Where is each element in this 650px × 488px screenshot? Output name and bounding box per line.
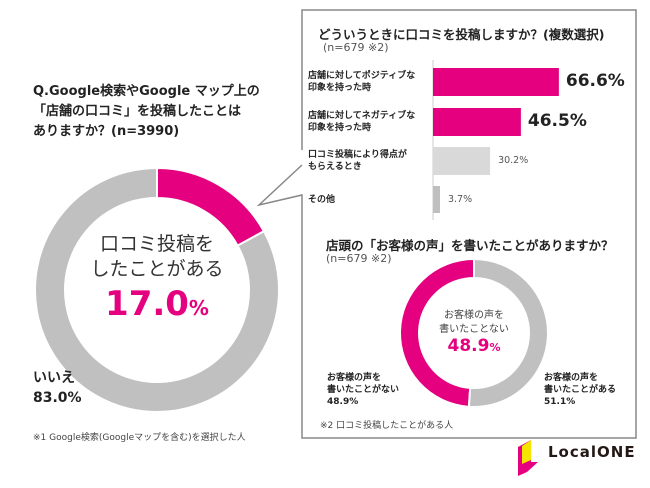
no-value: 83.0% <box>33 390 82 406</box>
unit: % <box>188 296 209 320</box>
bar-value-label: 66.6% <box>565 71 625 91</box>
category-line: 店舗に対してポジティブな <box>308 71 416 81</box>
bar-chart-title: どういうときに口コミを投稿しますか？(複数選択) <box>318 27 605 42</box>
category-line: 印象を持った時 <box>308 123 372 133</box>
logo-mark <box>518 440 538 476</box>
footnote-2: ※2 口コミ投稿したことがある人 <box>320 421 454 431</box>
logo-text: LocalONE <box>548 443 636 461</box>
center-label-line: 書いたことない <box>439 324 509 335</box>
bar-3 <box>433 186 440 213</box>
question-line: Q.Google検索やGoogle マップ上の <box>33 84 260 99</box>
bar-chart-subtitle: (n=679 ※2) <box>323 41 389 54</box>
donut-center-value: 17.0% <box>87 284 227 324</box>
label-line: 書いたことがない <box>327 385 400 395</box>
bar-value-label: 3.7% <box>447 194 473 205</box>
voice-label-no: お客様の声を 書いたことがない 48.9% <box>327 372 399 408</box>
bar-chart <box>432 60 559 220</box>
center-label-line: お客様の声を <box>444 310 504 321</box>
donut-slice-1 <box>467 257 549 408</box>
voice-center-label: お客様の声を 書いたことない <box>414 309 534 337</box>
category-line: 口コミ投稿により得点が <box>308 150 407 160</box>
category-line: 店舗に対してネガティブな <box>308 111 416 121</box>
label-line: お客様の声を <box>544 373 599 383</box>
question-line: 「店舗の口コミ」を投稿したことは <box>33 104 242 119</box>
main-question: Q.Google検索やGoogle マップ上の 「店舗の口コミ」を投稿したことは… <box>33 82 303 142</box>
label-line: お客様の声を <box>327 373 382 383</box>
bar-0 <box>433 68 559 96</box>
bar-value-label: 30.2% <box>498 155 529 166</box>
label-line: 48.9% <box>327 397 359 407</box>
bar-category-label: 店舗に対してポジティブな 印象を持った時 <box>308 70 433 94</box>
bar-2 <box>433 147 491 175</box>
footnote-1: ※1 Google検索(Googleマップを含む)を選択した人 <box>33 433 246 443</box>
no-label: いいえ <box>33 370 75 386</box>
callout-border <box>256 9 637 439</box>
center-label-line: したことがある <box>90 258 224 280</box>
bar-value-label: 46.5% <box>527 111 587 131</box>
voice-chart-subtitle: (n=679 ※2) <box>326 252 392 265</box>
label-line: 51.1% <box>544 397 576 407</box>
bar-category-label: 口コミ投稿により得点が もらえるとき <box>308 149 433 173</box>
donut-center-label: 口コミ投稿を したことがある <box>87 232 227 282</box>
bar-category-label: その他 <box>308 194 433 206</box>
donut-chart-main <box>34 166 280 413</box>
category-line: 印象を持った時 <box>308 83 372 93</box>
donut-chart-voice <box>399 257 549 408</box>
value: 48.9 <box>447 336 490 356</box>
category-line: その他 <box>308 194 336 205</box>
voice-chart-title: 店頭の「お客様の声」を書いたことがありますか？ <box>326 238 614 253</box>
bar-1 <box>433 108 521 136</box>
voice-center-value: 48.9% <box>414 336 534 356</box>
donut-slice-1 <box>34 166 280 413</box>
unit: % <box>489 341 501 354</box>
question-line: ありますか？(n=3990) <box>33 124 180 139</box>
value: 17.0 <box>105 284 189 324</box>
label-line: 書いたことがある <box>544 385 617 395</box>
center-label-line: 口コミ投稿を <box>99 233 214 255</box>
bar-category-label: 店舗に対してネガティブな 印象を持った時 <box>308 110 433 134</box>
voice-label-yes: お客様の声を 書いたことがある 51.1% <box>544 372 616 408</box>
category-line: もらえるとき <box>308 162 362 172</box>
